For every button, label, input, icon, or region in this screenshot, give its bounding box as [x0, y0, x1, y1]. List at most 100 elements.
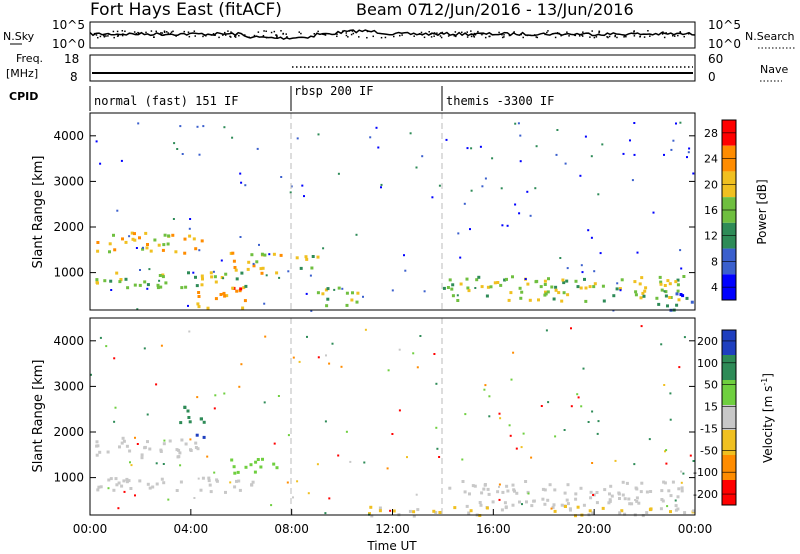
data-cell	[566, 267, 569, 270]
data-cell	[409, 132, 412, 135]
data-cell	[584, 299, 588, 303]
data-cell	[146, 243, 149, 246]
data-cell	[679, 121, 682, 124]
noise-search-point	[137, 32, 140, 34]
data-cell	[625, 481, 629, 485]
data-cell	[660, 288, 664, 292]
noise-panel: N.Sky 10^5 10^0 10^5 10^0 N.Search	[3, 18, 795, 51]
noise-search-point	[501, 33, 503, 36]
data-cell	[310, 266, 314, 270]
data-cell	[645, 490, 649, 494]
data-cell	[560, 503, 564, 507]
data-cell	[623, 512, 627, 516]
data-cell	[670, 148, 673, 151]
velocity-data	[90, 325, 696, 518]
data-cell	[576, 285, 580, 289]
data-cell	[260, 271, 264, 275]
data-cell	[130, 231, 134, 235]
data-cell	[114, 477, 118, 481]
noise-search-point	[286, 36, 288, 38]
data-cell	[510, 378, 513, 381]
data-cell	[263, 401, 266, 404]
data-cell	[574, 492, 578, 496]
data-cell	[167, 498, 170, 501]
data-cell	[453, 506, 457, 510]
noise-search-point	[639, 35, 641, 38]
data-cell	[615, 287, 619, 291]
data-cell	[195, 433, 199, 437]
data-cell	[363, 461, 366, 464]
noise-search-point	[418, 33, 421, 35]
data-cell	[513, 489, 516, 493]
data-cell	[369, 136, 372, 139]
data-cell	[587, 229, 590, 232]
data-cell	[155, 462, 158, 465]
noise-search-point	[276, 35, 278, 37]
data-cell	[445, 138, 448, 141]
data-cell	[675, 122, 677, 125]
data-cell	[351, 291, 354, 295]
data-cell	[682, 472, 685, 475]
data-cell	[483, 388, 486, 391]
noise-search-point	[223, 31, 226, 34]
data-cell	[515, 447, 518, 450]
data-cell	[473, 484, 477, 488]
data-cell	[456, 299, 460, 302]
freq-left-tick-top: 18	[64, 52, 79, 66]
data-cell	[639, 490, 643, 494]
data-cell	[123, 490, 126, 493]
noise-search-point	[170, 31, 173, 33]
data-cell	[159, 448, 163, 452]
data-cell	[637, 501, 641, 505]
data-cell	[636, 251, 639, 254]
noise-search-point	[401, 34, 403, 36]
y-tick-label: 3000	[53, 379, 84, 393]
data-cell	[499, 417, 502, 420]
data-cell	[292, 496, 294, 499]
noise-search-point	[163, 30, 166, 32]
data-cell	[199, 417, 203, 421]
data-cell	[328, 497, 331, 500]
data-cell	[324, 512, 327, 515]
data-cell	[162, 463, 165, 465]
data-cell	[316, 291, 320, 295]
noise-search-point	[230, 36, 232, 38]
data-cell	[134, 494, 136, 497]
data-cell	[451, 283, 455, 287]
data-cell	[254, 460, 258, 464]
freq-left-label-2: [MHz]	[6, 67, 38, 80]
data-cell	[633, 153, 636, 156]
noise-search-point	[625, 35, 627, 38]
noise-search-point	[227, 30, 229, 32]
data-cell	[125, 477, 129, 481]
data-cell	[525, 500, 528, 504]
data-cell	[569, 508, 572, 512]
data-cell	[526, 282, 530, 286]
freq-right-tick-top: 60	[708, 52, 723, 66]
noise-search-point	[300, 32, 302, 35]
data-cell	[192, 237, 196, 241]
data-cell	[629, 139, 631, 142]
data-cell	[200, 283, 204, 287]
data-cell	[311, 255, 315, 258]
data-cell	[674, 504, 678, 508]
data-cell	[136, 308, 139, 311]
noise-search-point	[582, 31, 584, 33]
noise-search-point	[672, 34, 674, 37]
noise-search-point	[224, 34, 227, 36]
data-cell	[119, 278, 123, 282]
data-cell	[196, 396, 199, 399]
data-cell	[96, 444, 100, 448]
data-cell	[331, 342, 334, 345]
noise-search-point	[624, 34, 626, 37]
data-cell	[112, 488, 116, 492]
data-cell	[183, 237, 187, 241]
noise-search-point	[187, 31, 190, 33]
noise-search-point	[234, 35, 236, 38]
data-cell	[672, 139, 675, 142]
data-cell	[562, 281, 566, 285]
nave-label: Nave	[760, 63, 788, 76]
noise-search-point	[103, 34, 105, 37]
data-cell	[519, 134, 522, 137]
data-cell	[233, 485, 237, 489]
